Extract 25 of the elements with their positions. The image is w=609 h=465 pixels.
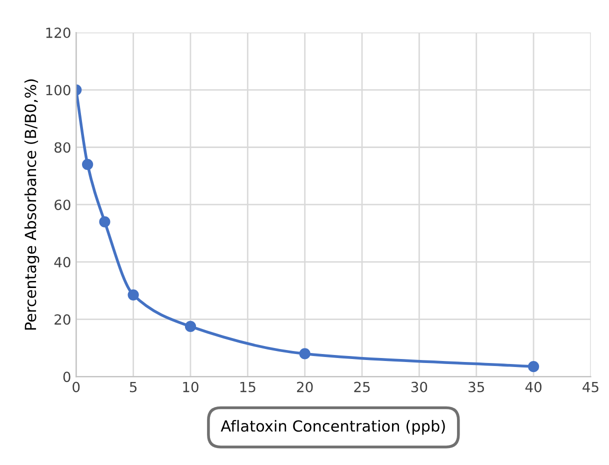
- x-axis-title: Aflatoxin Concentration (ppb): [220, 420, 445, 435]
- point: [99, 216, 110, 228]
- x-tick-label: 25: [354, 382, 370, 392]
- point: [82, 158, 94, 170]
- y-tick-label: 100: [46, 84, 70, 96]
- x-tick-label: 5: [130, 382, 137, 392]
- y-tick-label: 40: [54, 256, 70, 268]
- point: [528, 361, 540, 372]
- x-tick-label: 30: [411, 382, 428, 392]
- point: [299, 348, 310, 360]
- y-axis-title: Percentage Absorbance (B/B0,%): [24, 79, 40, 330]
- x-tick-label: 0: [72, 382, 80, 392]
- x-tick-label: 20: [297, 382, 313, 392]
- x-tick-label: 40: [525, 382, 542, 392]
- y-tick-label: 20: [54, 314, 70, 325]
- y-tick-label: 80: [54, 142, 70, 153]
- x-tick-label: 45: [582, 382, 598, 392]
- x-tick-label: 35: [468, 382, 484, 392]
- y-tick-label: 0: [63, 372, 70, 382]
- point: [184, 320, 196, 332]
- y-tick-label: 120: [46, 28, 70, 38]
- x-tick-label: 15: [240, 382, 256, 392]
- x-tick-label: 10: [183, 382, 198, 392]
- y-tick-label: 60: [54, 200, 70, 210]
- point: [128, 289, 139, 300]
